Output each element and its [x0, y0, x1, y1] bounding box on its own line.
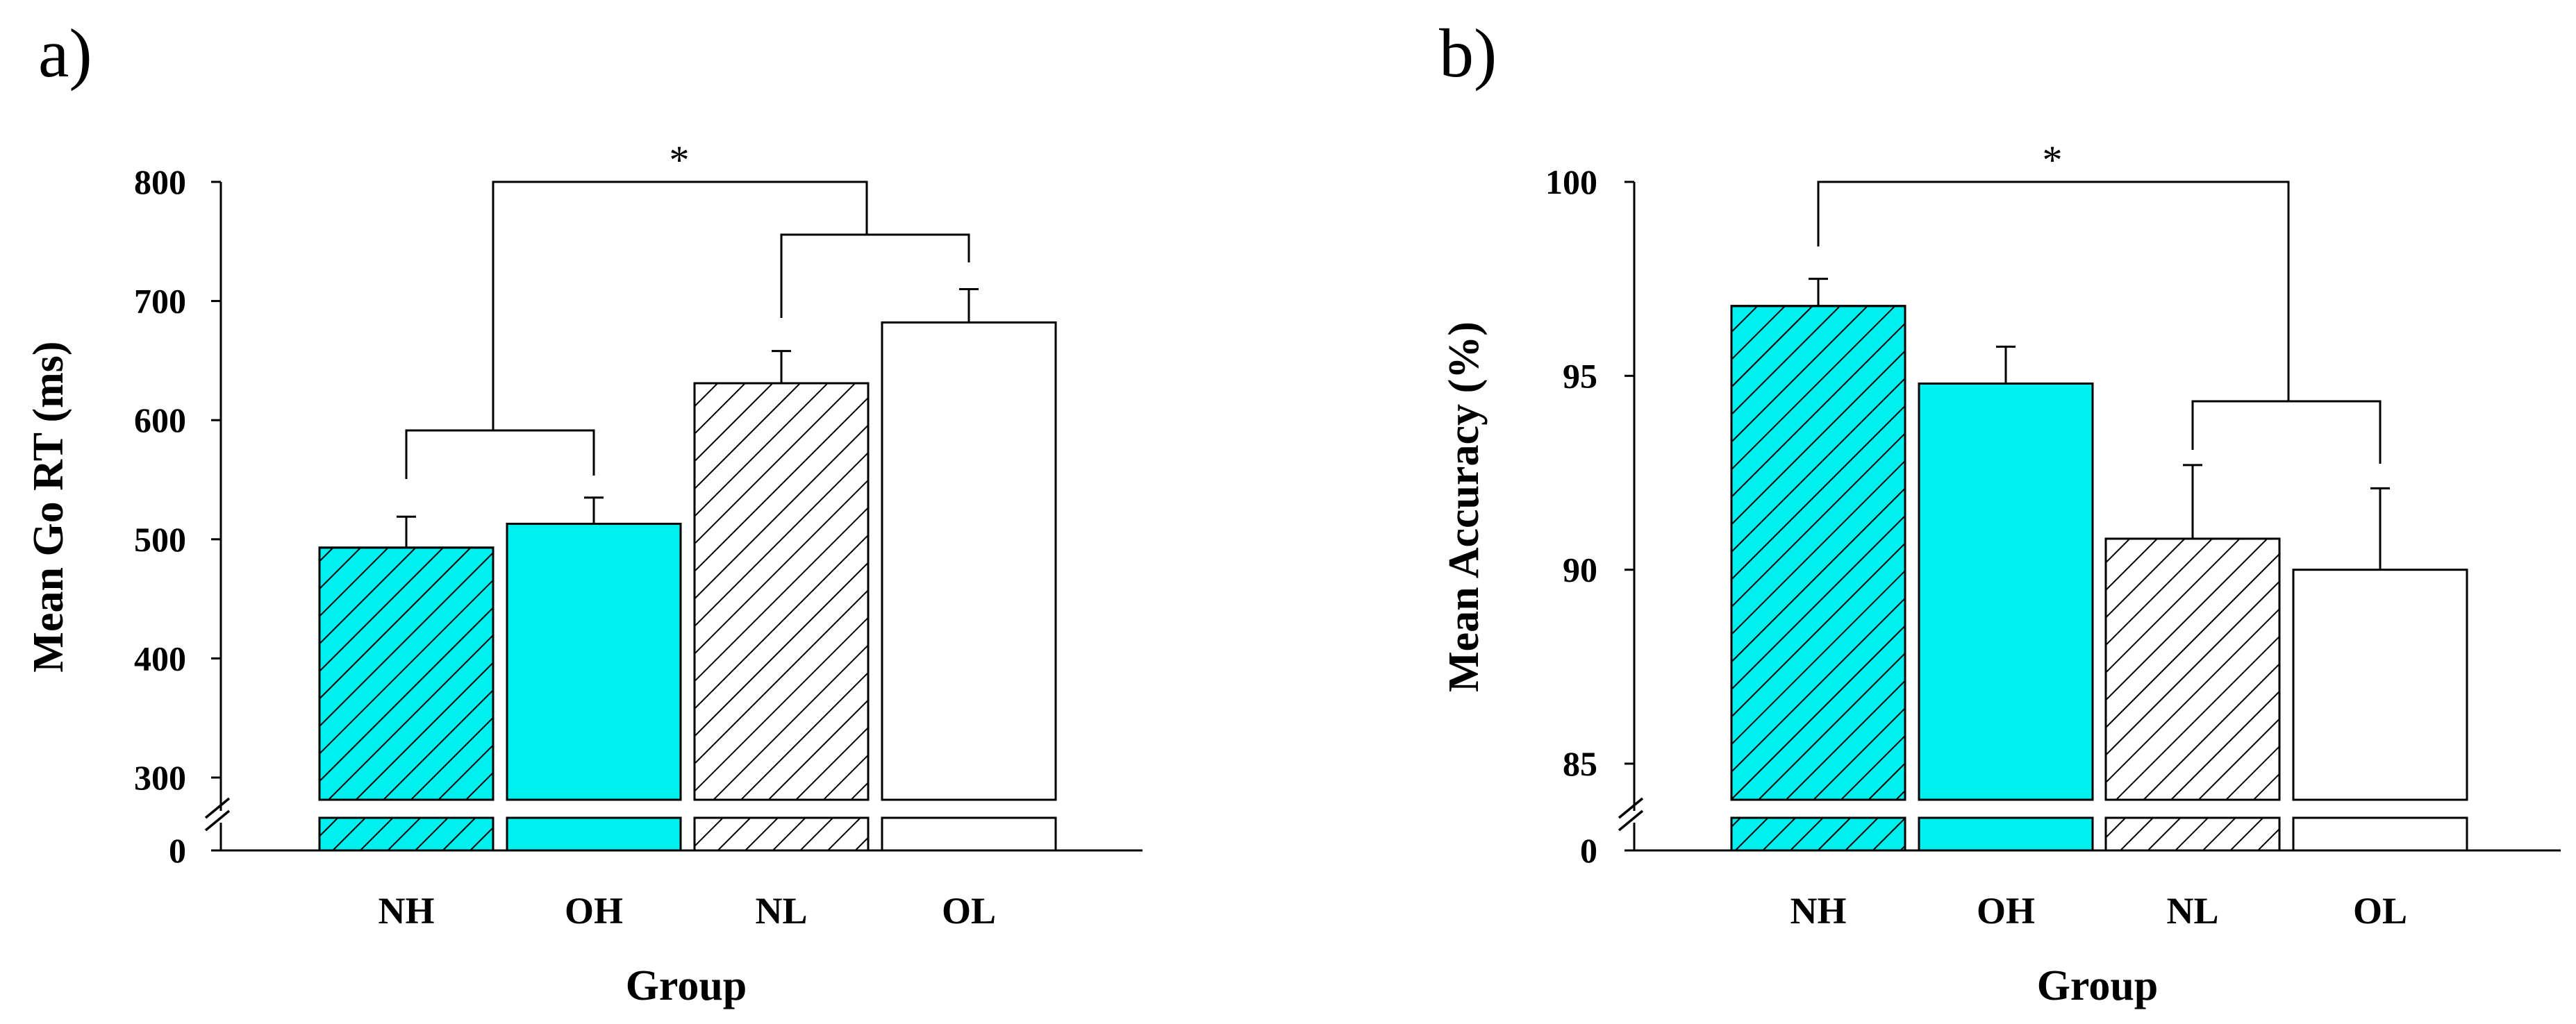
- bar-base-OL: [881, 816, 1057, 852]
- axis-break-mark: [1618, 797, 1644, 819]
- axis-break-mark: [204, 797, 231, 819]
- significance-star: *: [670, 137, 690, 183]
- sig-bracket-top: [492, 181, 868, 430]
- bar-hatch-NH: [1730, 305, 1906, 801]
- y-tick-label-zero: 0: [1580, 831, 1597, 870]
- y-tick-label: 300: [134, 758, 186, 797]
- bar-base-hatch-NL: [2104, 816, 2281, 852]
- bar-OH: [1918, 383, 2094, 801]
- bar-base-hatch-NL: [693, 816, 870, 852]
- sig-bracket-left: [405, 429, 595, 479]
- category-label-NH: NH: [1790, 890, 1847, 932]
- bar-hatch-NH: [318, 546, 495, 801]
- y-tick-label: 800: [134, 162, 186, 201]
- bar-hatch-NL: [2104, 537, 2281, 801]
- bar-OL: [881, 321, 1057, 801]
- sig-bracket-top: [1817, 181, 2290, 401]
- y-axis-title-a: Mean Go RT (ms): [25, 341, 72, 672]
- bar-OL: [2292, 569, 2468, 801]
- y-tick-label: 100: [1545, 162, 1597, 201]
- bar-base-OH: [506, 816, 682, 852]
- bar-OH: [506, 522, 682, 801]
- y-axis-title-b: Mean Accuracy (%): [1440, 321, 1488, 692]
- y-tick-label: 90: [1563, 551, 1597, 589]
- y-tick-label: 500: [134, 520, 186, 559]
- significance-star: *: [2043, 137, 2063, 183]
- y-tick-label-zero: 0: [169, 831, 186, 870]
- category-label-NL: NL: [2166, 890, 2218, 932]
- chart-panel-b: b) Mean Accuracy (%) Group 85 90 95 100 0 NH O…: [1439, 15, 2561, 1009]
- bar-base-OL: [2292, 816, 2468, 852]
- category-label-OL: OL: [2353, 890, 2407, 932]
- bar-hatch-NL: [693, 382, 870, 801]
- bar-base-hatch-NH: [1730, 816, 1906, 852]
- bar-base-hatch-NH: [318, 816, 495, 852]
- axis-break-mark: [204, 809, 231, 832]
- sig-bracket-right: [780, 233, 970, 318]
- y-tick-label: 600: [134, 401, 186, 439]
- sig-bracket-right: [2191, 400, 2382, 464]
- y-tick-label: 700: [134, 282, 186, 321]
- axis-break-mark: [1618, 809, 1644, 832]
- category-label-NL: NL: [755, 890, 807, 932]
- category-label-OH: OH: [565, 890, 623, 932]
- category-label-OH: OH: [1977, 890, 2035, 932]
- panel-label-a: a): [38, 15, 92, 92]
- category-label-NH: NH: [379, 890, 435, 932]
- category-label-OL: OL: [942, 890, 996, 932]
- x-axis-title-b: Group: [2037, 962, 2159, 1009]
- y-tick-label: 85: [1563, 744, 1597, 783]
- x-axis-title-a: Group: [626, 962, 747, 1009]
- y-tick-label: 400: [134, 639, 186, 678]
- panel-label-b: b): [1439, 15, 1497, 92]
- bar-base-OH: [1918, 816, 2094, 852]
- chart-panel-a: a) Mean Go RT (ms) Group 300 400 500 600 700…: [25, 15, 1142, 1009]
- y-tick-label: 95: [1563, 356, 1597, 395]
